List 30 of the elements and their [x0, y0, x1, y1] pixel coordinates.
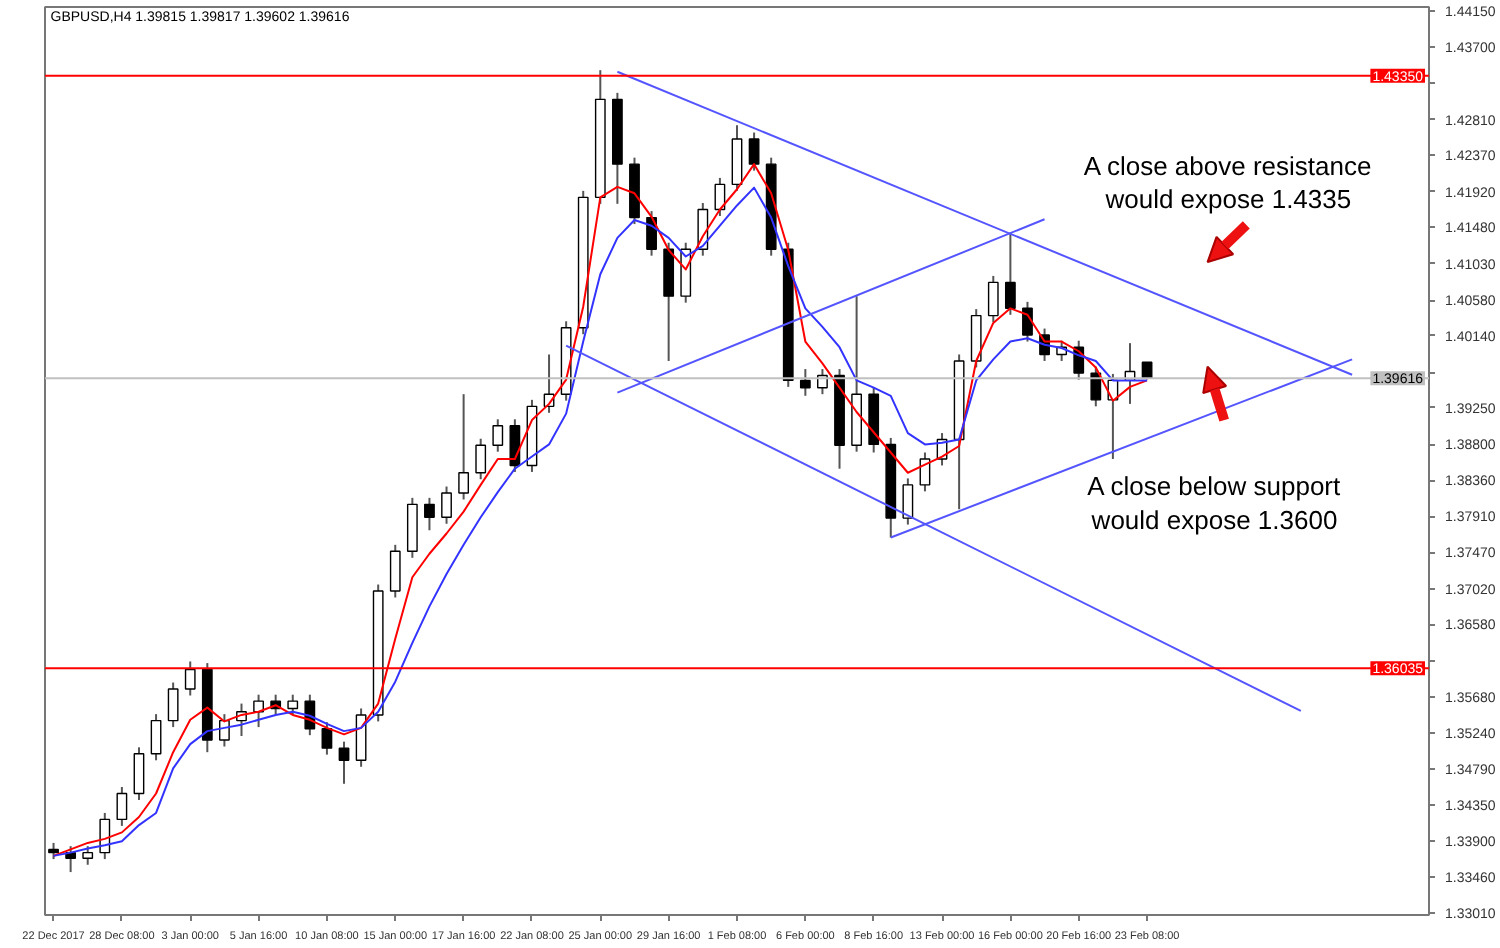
- candlestick: [1004, 231, 1016, 316]
- candlestick: [987, 274, 999, 324]
- candlestick: [663, 241, 675, 362]
- annotation: A close above resistance would expose 1.4335: [1083, 150, 1372, 215]
- candlestick: [253, 693, 264, 729]
- candlestick: [799, 368, 811, 397]
- candlestick: [133, 746, 145, 801]
- candlestick: [1090, 365, 1102, 408]
- candlestick: [321, 721, 333, 756]
- candlestick: [184, 660, 196, 697]
- candlestick: [970, 308, 982, 369]
- candlestick: [492, 418, 504, 453]
- candlestick: [731, 124, 743, 192]
- candlestick: [167, 681, 179, 729]
- candlestick: [475, 437, 487, 481]
- candlestick: [82, 845, 94, 866]
- candlestick: [389, 543, 401, 599]
- candlestick: [748, 131, 760, 172]
- candlestick: [338, 740, 350, 785]
- candlestick: [150, 713, 162, 762]
- candlestick: [287, 693, 299, 716]
- candlestick: [1022, 300, 1033, 343]
- annotation: A close below support would expose 1.3600: [1087, 471, 1341, 536]
- candlestick: [116, 786, 128, 827]
- candlestick: [458, 393, 470, 501]
- candlestick: [406, 496, 418, 559]
- candlestick: [441, 485, 452, 525]
- candlestick: [902, 477, 914, 526]
- candlestick: [424, 496, 435, 532]
- candlestick: [509, 418, 521, 473]
